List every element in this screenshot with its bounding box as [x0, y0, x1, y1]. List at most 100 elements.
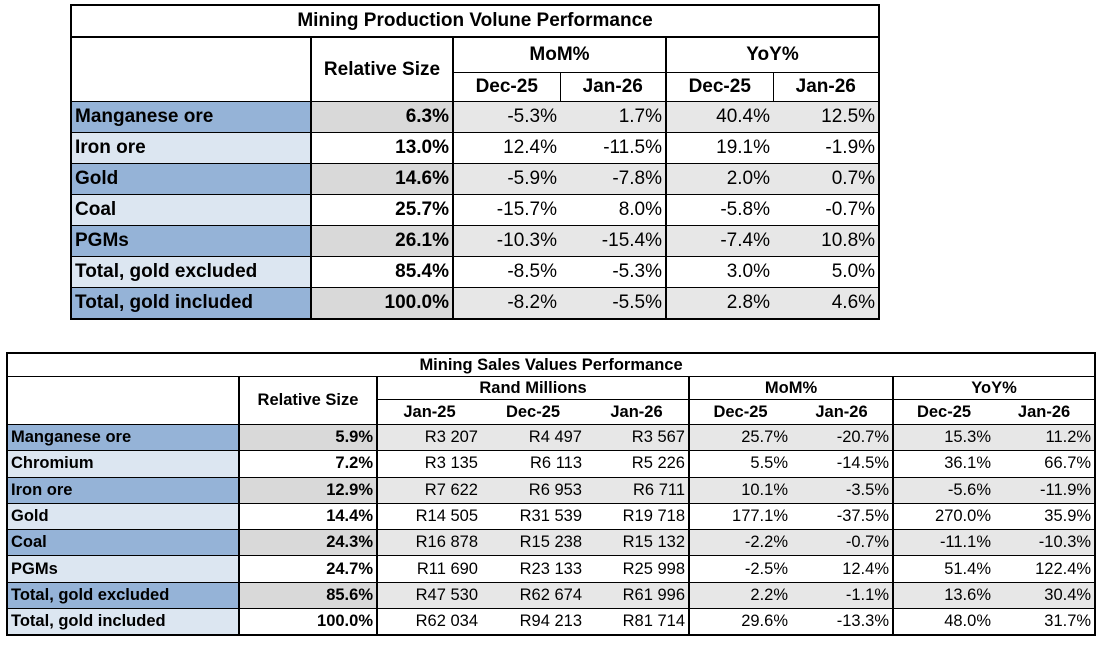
sales-value-cell: R6 711	[585, 477, 690, 504]
sales-value-cell: -10.3%	[994, 529, 1096, 557]
sales-relative-size-header: Relative Size	[238, 376, 378, 425]
sales-value-cell: -11.9%	[994, 477, 1096, 504]
production-body: Mining Production Volune Performance Rel…	[71, 5, 880, 320]
sales-value-cell: R81 714	[585, 608, 690, 636]
production-period-header: Dec-25	[453, 72, 560, 102]
production-value-cell: -15.7%	[453, 194, 560, 226]
production-value-cell: 12.4%	[453, 132, 560, 164]
sales-value-cell: -2.5%	[689, 555, 791, 583]
production-value-cell: 10.8%	[773, 225, 880, 257]
sales-value-cell: R62 034	[377, 608, 481, 636]
sales-value-cell: 11.2%	[994, 424, 1096, 452]
sales-rand-millions-header: Rand Millions	[377, 376, 690, 400]
sales-period-header: Jan-26	[791, 399, 894, 425]
sales-row-label: Gold	[7, 503, 239, 531]
sales-value-cell: 31.7%	[994, 608, 1096, 636]
production-value-cell: -5.8%	[666, 194, 773, 226]
sales-value-cell: R11 690	[377, 555, 481, 583]
production-table: Mining Production Volune Performance Rel…	[70, 4, 881, 320]
sales-value-cell: 13.6%	[893, 582, 994, 610]
sales-value-cell: 36.1%	[893, 450, 994, 478]
sales-row-label: Iron ore	[7, 477, 239, 504]
sales-period-header: Dec-25	[689, 399, 791, 425]
production-value-cell: -11.5%	[560, 132, 667, 164]
sales-value-cell: 12.4%	[791, 555, 894, 583]
sales-value-cell: -5.6%	[893, 477, 994, 504]
sales-value-cell: R62 674	[481, 582, 585, 610]
table-row: Total, gold excluded 85.6% R47 530 R62 674 R…	[7, 582, 1096, 610]
sales-value-cell: 29.6%	[689, 608, 791, 636]
production-value-cell: -15.4%	[560, 225, 667, 257]
sales-value-cell: R25 998	[585, 555, 690, 583]
sales-relative-size-cell: 5.9%	[238, 424, 378, 452]
production-value-cell: -8.2%	[453, 287, 560, 320]
production-row-label: Gold	[71, 163, 311, 195]
sales-value-cell: 51.4%	[893, 555, 994, 583]
production-value-cell: 8.0%	[560, 194, 667, 226]
production-value-cell: 5.0%	[773, 256, 880, 288]
production-value-cell: -5.9%	[453, 163, 560, 195]
sales-value-cell: R16 878	[377, 529, 481, 557]
sales-value-cell: 5.5%	[689, 450, 791, 478]
production-value-cell: -10.3%	[453, 225, 560, 257]
sales-value-cell: R6 113	[481, 450, 585, 478]
sales-relative-size-cell: 14.4%	[238, 503, 378, 531]
production-value-cell: -5.5%	[560, 287, 667, 320]
sales-value-cell: -13.3%	[791, 608, 894, 636]
table-row: Manganese ore 6.3% -5.3% 1.7% 40.4% 12.5%	[71, 101, 880, 133]
sales-value-cell: R3 207	[377, 424, 481, 452]
sales-value-cell: R5 226	[585, 450, 690, 478]
production-value-cell: 2.8%	[666, 287, 773, 320]
sales-value-cell: R6 953	[481, 477, 585, 504]
production-row-label: Iron ore	[71, 132, 311, 164]
production-row-label: Total, gold excluded	[71, 256, 311, 288]
table-row: PGMs 26.1% -10.3% -15.4% -7.4% 10.8%	[71, 225, 880, 257]
sales-value-cell: -3.5%	[791, 477, 894, 504]
production-value-cell: -7.8%	[560, 163, 667, 195]
sales-value-cell: 25.7%	[689, 424, 791, 452]
sales-period-header: Jan-26	[994, 399, 1096, 425]
sales-value-cell: R61 996	[585, 582, 690, 610]
production-value-cell: -7.4%	[666, 225, 773, 257]
sales-period-header: Jan-25	[377, 399, 481, 425]
production-period-header: Jan-26	[559, 72, 667, 102]
sales-value-cell: R19 718	[585, 503, 690, 531]
production-value-cell: 40.4%	[666, 101, 773, 133]
sales-value-cell: 177.1%	[689, 503, 791, 531]
production-value-cell: 2.0%	[666, 163, 773, 195]
sales-value-cell: R4 497	[481, 424, 585, 452]
sales-value-cell: 270.0%	[893, 503, 994, 531]
production-period-header: Jan-26	[772, 72, 880, 102]
sales-value-cell: R23 133	[481, 555, 585, 583]
sales-row-label: Coal	[7, 529, 239, 557]
production-relative-size-cell: 13.0%	[310, 132, 454, 164]
sales-value-cell: R7 622	[377, 477, 481, 504]
sales-row-label: PGMs	[7, 555, 239, 583]
sales-mom-header: MoM%	[689, 376, 894, 400]
sales-value-cell: -0.7%	[791, 529, 894, 557]
production-row-label: Total, gold included	[71, 287, 311, 320]
table-row: Total, gold included 100.0% R62 034 R94 213…	[7, 608, 1096, 636]
production-relative-size-cell: 6.3%	[310, 101, 454, 133]
sales-value-cell: -37.5%	[791, 503, 894, 531]
sales-value-cell: R3 135	[377, 450, 481, 478]
production-value-cell: 0.7%	[773, 163, 880, 195]
production-value-cell: -5.3%	[453, 101, 560, 133]
sales-value-cell: -1.1%	[791, 582, 894, 610]
sales-value-cell: R47 530	[377, 582, 481, 610]
sales-body: Mining Sales Values Performance Relative…	[7, 353, 1096, 636]
sales-period-header: Dec-25	[481, 399, 585, 425]
sales-row-label: Total, gold included	[7, 608, 239, 636]
production-value-cell: -8.5%	[453, 256, 560, 288]
production-row-label: Coal	[71, 194, 311, 226]
production-row-label: Manganese ore	[71, 101, 311, 133]
production-mom-header: MoM%	[453, 37, 667, 73]
table-row: Manganese ore 5.9% R3 207 R4 497 R3 567 25.7%…	[7, 424, 1096, 452]
table-row: Coal 25.7% -15.7% 8.0% -5.8% -0.7%	[71, 194, 880, 226]
sales-value-cell: 66.7%	[994, 450, 1096, 478]
sales-header-blank	[7, 376, 239, 425]
production-header-blank	[71, 37, 311, 102]
sales-value-cell: 122.4%	[994, 555, 1096, 583]
sales-period-header: Dec-25	[893, 399, 994, 425]
production-value-cell: 12.5%	[773, 101, 880, 133]
